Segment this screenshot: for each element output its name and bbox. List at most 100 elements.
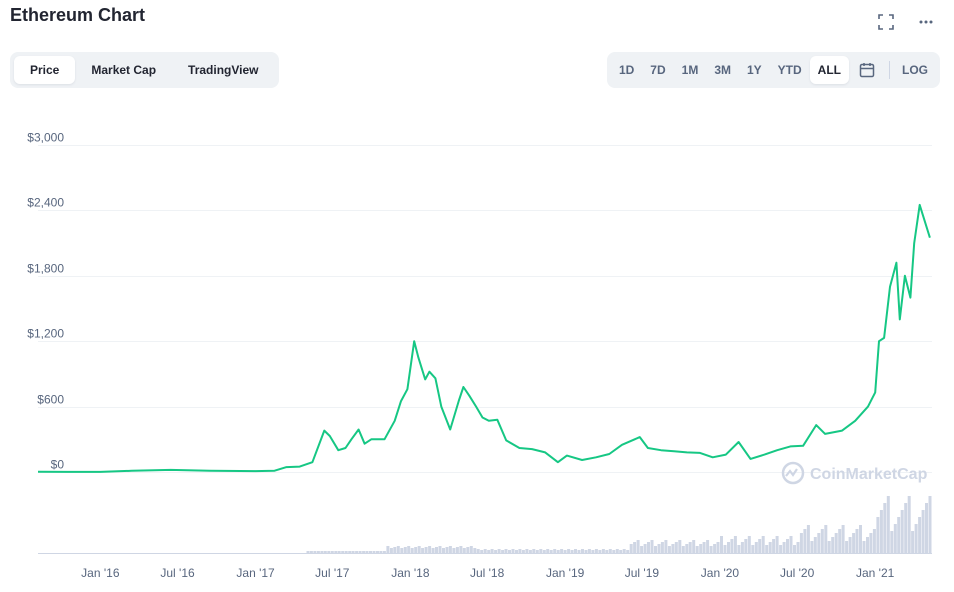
volume-bar [897, 517, 901, 553]
volume-bar [640, 546, 644, 553]
volume-bar [740, 542, 744, 553]
volume-bar [584, 550, 588, 553]
volume-bar [789, 536, 793, 553]
volume-bar [775, 536, 779, 553]
volume-bar [803, 529, 807, 553]
calendar-icon [859, 63, 875, 78]
range-1y-button[interactable]: 1Y [746, 63, 762, 77]
volume-bar [372, 551, 376, 553]
x-tick-label: Jan '17 [236, 566, 275, 580]
volume-bar [859, 525, 862, 553]
volume-bar [494, 550, 498, 553]
more-options-icon[interactable] [916, 12, 936, 32]
volume-bar [577, 550, 581, 553]
volume-bar [685, 544, 689, 553]
volume-bar [528, 550, 532, 553]
range-1d-button[interactable]: 1D [618, 63, 635, 77]
coinmarketcap-watermark: CoinMarketCap [781, 461, 928, 485]
volume-bar [469, 546, 473, 553]
y-tick-label: $3,000 [27, 131, 64, 145]
volume-bar [410, 548, 414, 553]
fullscreen-icon[interactable] [876, 12, 896, 32]
volume-bar [890, 531, 894, 553]
volume-bar [535, 550, 539, 553]
volume-bar [834, 533, 838, 553]
volume-bar [622, 549, 626, 553]
volume-bar [570, 550, 574, 553]
x-tick-label: Jan '16 [81, 566, 120, 580]
volume-bar [337, 551, 341, 553]
volume-bar [605, 550, 609, 553]
time-range-selector: 1D 7D 1M 3M 1Y YTD ALL LOG [606, 52, 940, 88]
volume-bar [581, 549, 584, 553]
volume-bar [549, 550, 553, 553]
volume-bar [737, 545, 741, 553]
volume-bar [382, 551, 386, 553]
x-tick-label: Jul '17 [315, 566, 350, 580]
volume-bar [758, 539, 762, 553]
volume-bar [765, 545, 769, 553]
top-actions [876, 12, 936, 32]
volume-bar [702, 542, 706, 553]
volume-bar [344, 551, 348, 553]
volume-bar [626, 550, 630, 553]
range-7d-button[interactable]: 7D [650, 63, 666, 77]
volume-bar [539, 549, 543, 553]
volume-bar [591, 550, 595, 553]
volume-bar [786, 539, 789, 553]
volume-bar [316, 551, 320, 553]
y-tick-label: $1,200 [27, 327, 64, 341]
volume-bar [598, 550, 602, 553]
log-scale-button[interactable]: LOG [902, 63, 928, 77]
range-3m-button[interactable]: 3M [714, 63, 731, 77]
range-all-button[interactable]: ALL [809, 56, 849, 84]
volume-bar [671, 544, 675, 553]
range-1m-button[interactable]: 1M [681, 63, 699, 77]
volume-bar [355, 551, 359, 553]
volume-bar [619, 550, 623, 553]
volume-bar [574, 549, 577, 553]
volume-bar [720, 536, 723, 553]
volume-bar [681, 546, 685, 553]
volume-bar [542, 550, 546, 553]
volume-bar [424, 547, 428, 553]
volume-bar [459, 546, 463, 553]
volume-bar [727, 542, 730, 553]
tab-market-cap[interactable]: Market Cap [91, 63, 157, 77]
volume-bar [716, 542, 720, 553]
y-axis: $0 $600 $1,200 $1,800 $2,400 $3,000 [27, 131, 64, 472]
volume-bar [400, 548, 404, 553]
volume-bar [695, 546, 699, 553]
volume-bar [532, 549, 536, 553]
volume-bars [306, 496, 932, 553]
volume-bar [657, 544, 661, 553]
volume-bar [893, 524, 897, 553]
x-tick-label: Jul '16 [160, 566, 195, 580]
chart-type-tabs: Price Market Cap TradingView [10, 52, 279, 88]
volume-bar [563, 550, 567, 553]
volume-bar [587, 549, 591, 553]
volume-bar [396, 546, 400, 553]
tab-tradingview[interactable]: TradingView [188, 63, 259, 77]
y-tick-label: $1,800 [27, 262, 64, 276]
page-title: Ethereum Chart [10, 5, 146, 25]
volume-bar [546, 549, 550, 553]
volume-bar [733, 536, 737, 553]
x-tick-label: Jul '19 [625, 566, 660, 580]
volume-bar [872, 529, 876, 553]
volume-bar [403, 547, 407, 553]
volume-bar [417, 546, 421, 553]
volume-bar [594, 549, 598, 553]
volume-bar [445, 547, 449, 553]
volume-bar [515, 550, 518, 553]
range-ytd-button[interactable]: YTD [777, 63, 802, 77]
tab-price[interactable]: Price [14, 56, 76, 84]
x-tick-label: Jul '18 [470, 566, 505, 580]
calendar-button[interactable] [849, 56, 885, 84]
volume-bar [379, 551, 383, 553]
volume-bar [900, 510, 904, 553]
volume-bar [831, 537, 835, 553]
volume-bar [768, 542, 772, 553]
volume-bar [414, 547, 418, 553]
volume-bar [806, 525, 810, 553]
